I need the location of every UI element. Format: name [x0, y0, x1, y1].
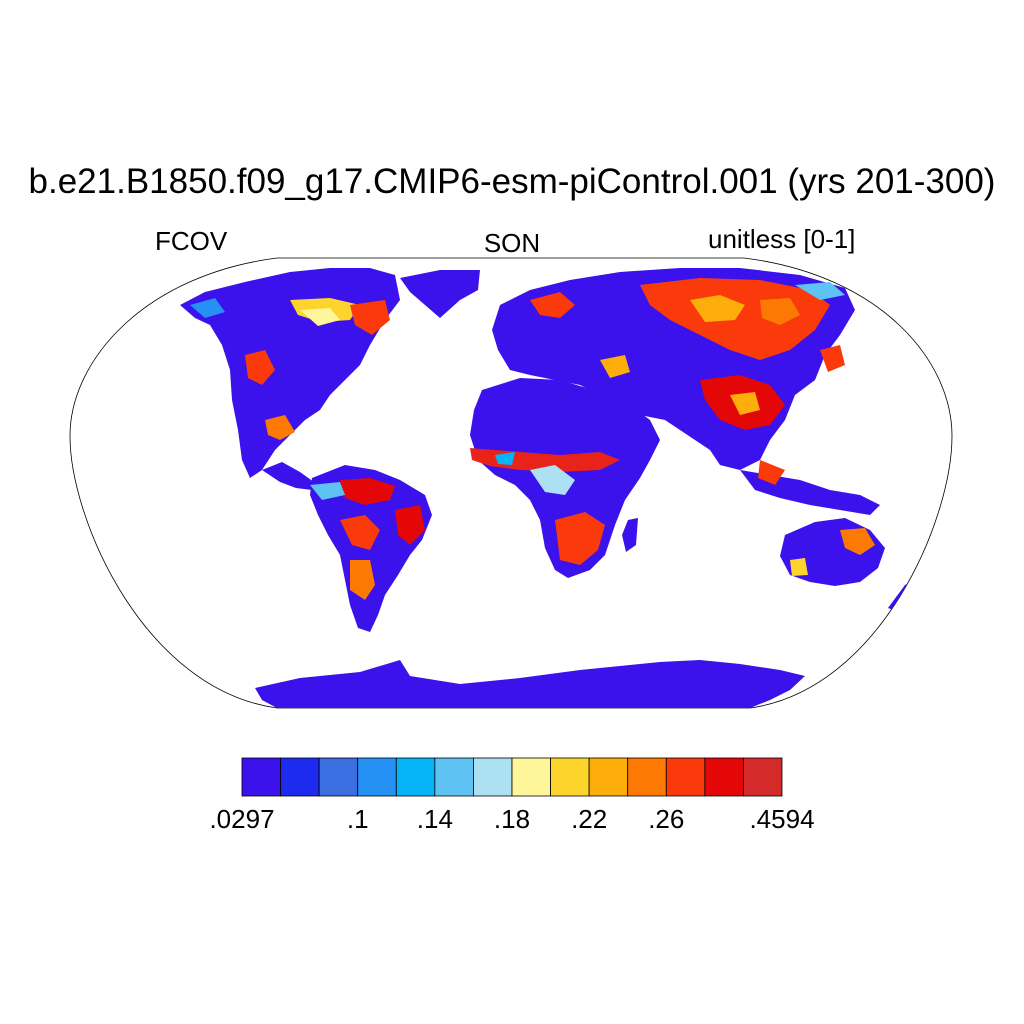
landmass-antarctica — [255, 660, 805, 708]
mid-fcov-patches — [190, 282, 845, 500]
colorbar-cell — [665, 757, 706, 797]
colorbar-cell — [395, 757, 436, 797]
colorbar-tick-label: .26 — [648, 804, 685, 834]
high-fcov-patches — [245, 278, 875, 600]
colorbar-cell — [743, 757, 783, 797]
colorbar-cell — [357, 757, 397, 797]
colorbar-tick-label: .1 — [346, 804, 369, 834]
landmass-greenland — [400, 270, 480, 318]
figure-title: b.e21.B1850.f09_g17.CMIP6-esm-piControl.… — [28, 162, 996, 201]
colorbar-tick-label: .0297 — [209, 804, 275, 834]
landmass-north-america — [180, 268, 400, 478]
colorbar-cell — [241, 757, 281, 797]
season-label: SON — [483, 228, 541, 258]
colorbar-cell — [318, 757, 359, 797]
colorbar-cell — [473, 757, 513, 797]
colorbar-cell — [434, 757, 474, 797]
landmass-south-america — [310, 465, 432, 632]
landmass-central-america — [262, 462, 318, 490]
variable-label: FCOV — [155, 226, 228, 256]
colorbar-tick-label: .14 — [416, 804, 453, 834]
colorbar-tick-label: .22 — [571, 804, 608, 834]
colorbar-tick-label: .4594 — [749, 804, 815, 834]
colorbar-cell — [627, 757, 667, 797]
units-label: unitless [0-1] — [708, 224, 856, 254]
colorbar-cell — [704, 757, 744, 797]
colorbar-cell — [511, 757, 551, 797]
colorbar-cell — [280, 757, 320, 797]
colorbar-cell — [588, 757, 629, 797]
colorbar-tick-label: .18 — [493, 804, 531, 834]
colorbar-cell — [550, 757, 590, 797]
landmass-madagascar — [622, 518, 638, 552]
